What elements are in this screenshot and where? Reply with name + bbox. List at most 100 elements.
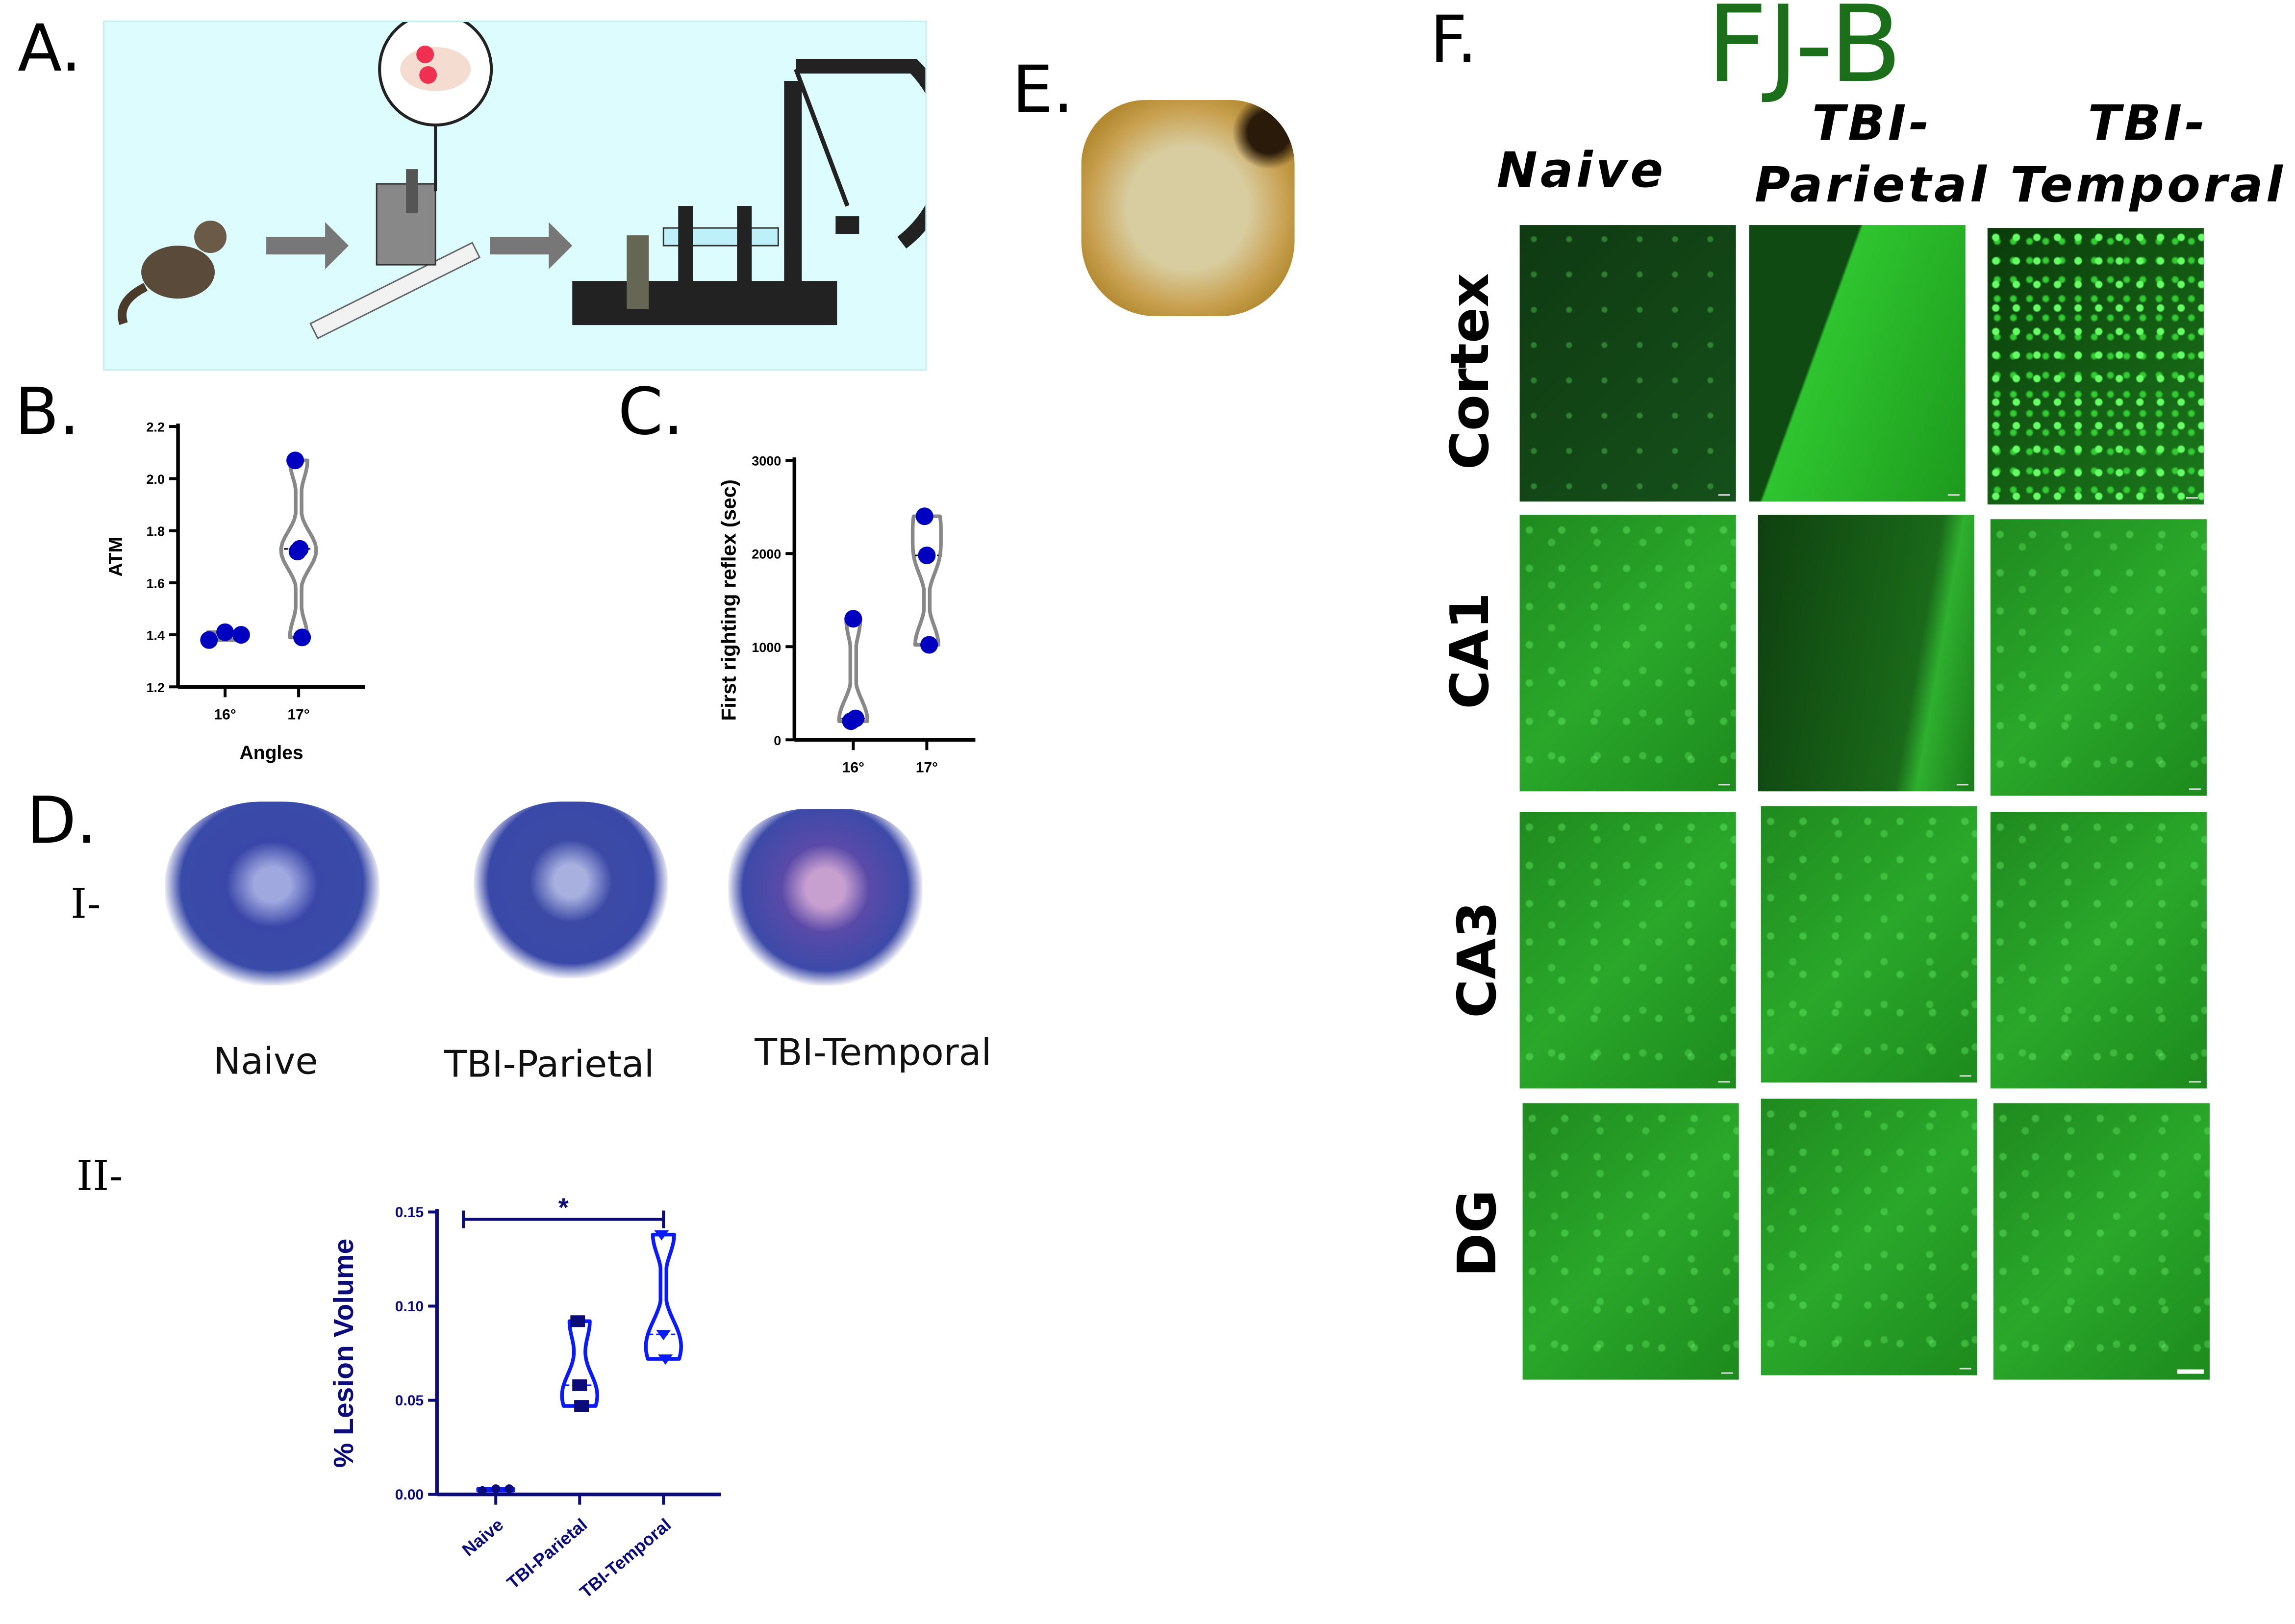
data-point: [574, 1400, 589, 1412]
micrograph-ca3-naive: [1519, 812, 1736, 1089]
data-point: [200, 631, 218, 649]
y-tick-label: 3000: [752, 454, 781, 469]
scale-bar: [1718, 1081, 1730, 1083]
y-tick-label: 1.8: [147, 524, 165, 539]
marmoset-icon: [118, 221, 227, 325]
y-axis-label: ATM: [105, 537, 126, 577]
column-header-naive: Naive: [1464, 140, 1699, 201]
subpanel-label-i: I-: [71, 879, 101, 928]
violin-16-: [837, 617, 869, 724]
y-tick-label: 0.00: [395, 1487, 424, 1503]
y-tick-label: 1.6: [147, 576, 165, 591]
panel-label-d: D.: [26, 784, 97, 859]
y-axis-label: % Lesion Volume: [328, 1239, 359, 1468]
data-point: [656, 1330, 671, 1341]
scale-bar: [1956, 784, 1968, 786]
atm-violin-chart: 1.2 1.4 1.6 1.8 2.0 2.2 16° 17° ATM Angles: [105, 420, 365, 763]
panel-label-c: C.: [618, 375, 684, 450]
x-tick-label: TBI-Temporal: [576, 1514, 675, 1602]
scale-bar: [2189, 788, 2201, 790]
data-point: [572, 1379, 587, 1391]
data-point: [658, 1354, 673, 1365]
column-header-line1: TBI-: [1812, 94, 1932, 152]
violin-tbi-parietal: [560, 1319, 599, 1408]
brain-slice-photo: [1081, 100, 1295, 317]
y-tick-label: 1000: [752, 640, 781, 655]
scale-bar: [1718, 494, 1730, 496]
data-point: [293, 628, 311, 647]
data-point: [915, 507, 933, 525]
x-tick-label: Naive: [458, 1514, 507, 1560]
micrograph-cortex-tbi-parietal: [1749, 225, 1966, 502]
y-tick-label: 1.2: [147, 680, 165, 695]
scale-bar: [1947, 494, 1960, 496]
micrograph-cortex-tbi-temporal: [1987, 228, 2204, 505]
scale-bar: [1959, 1075, 1971, 1077]
x-tick-label: TBI-Parietal: [503, 1514, 591, 1593]
panel-label-f: F.: [1430, 3, 1478, 78]
row-header-dg: DG: [1448, 1189, 1509, 1277]
brain-target-icon: [378, 12, 493, 127]
scale-bar: [2177, 1369, 2204, 1374]
micrograph-ca1-tbi-temporal: [1990, 519, 2207, 796]
significance-asterisk: *: [558, 1193, 569, 1222]
row-header-cortex: Cortex: [1441, 273, 1502, 470]
column-header-line2: Temporal: [2010, 156, 2286, 214]
data-point: [504, 1484, 514, 1494]
data-point: [844, 610, 862, 628]
righting-reflex-violin-chart: 0 1000 2000 3000 16° 17° First righting reflex…: [717, 454, 976, 775]
caption-tbi-parietal: TBI-Parietal: [444, 1043, 655, 1086]
y-tick-label: 0: [774, 733, 781, 748]
y-tick-label: 2.2: [147, 420, 165, 435]
arrow-icon: [490, 222, 573, 270]
caption-tbi-temporal: TBI-Temporal: [755, 1031, 992, 1074]
y-tick-label: 2.0: [147, 472, 165, 487]
y-axis-label: First righting reflex (sec): [717, 479, 740, 721]
panel-label-b: B.: [15, 375, 80, 450]
stereotaxic-frame-icon: [309, 169, 481, 340]
panel-label-a: A.: [18, 12, 81, 87]
fjb-title: FJ-B: [1706, 0, 1902, 106]
lesion-volume-violin-chart: 0.00 0.05 0.10 0.15 NaiveTBI-ParietalTBI-Tem…: [328, 1193, 721, 1602]
y-tick-label: 0.05: [395, 1393, 424, 1409]
scale-bar: [2186, 497, 2198, 499]
subpanel-label-ii: II-: [76, 1151, 123, 1200]
scale-bar: [1721, 1372, 1733, 1374]
brain-section-naive: [165, 801, 380, 986]
micrograph-ca1-naive: [1519, 515, 1736, 792]
y-tick-label: 0.10: [395, 1299, 424, 1315]
data-point: [491, 1484, 501, 1494]
violin-17-: [910, 514, 943, 647]
column-header-naive-text: Naive: [1496, 141, 1666, 199]
panel-a-illustration: [103, 12, 956, 371]
data-point: [570, 1315, 585, 1327]
fluid-percussion-device-icon: [572, 59, 956, 325]
brain-section-tbi-parietal: [474, 801, 668, 978]
micrograph-dg-tbi-temporal: [1993, 1103, 2210, 1380]
brain-section-tbi-temporal: [728, 809, 923, 986]
column-header-line2: Parietal: [1754, 156, 1990, 214]
micrograph-ca3-tbi-temporal: [1990, 812, 2207, 1089]
micrograph-ca3-tbi-parietal: [1761, 806, 1977, 1083]
column-header-line1: TBI-: [2088, 94, 2208, 152]
x-axis-label: Angles: [240, 742, 303, 763]
data-point: [918, 547, 936, 565]
x-tick-label: 16°: [214, 706, 236, 723]
data-point: [286, 451, 304, 470]
y-tick-label: 2000: [752, 547, 781, 562]
scale-bar: [1718, 784, 1730, 786]
y-tick-label: 1.4: [147, 628, 165, 643]
tbi-procedure-schematic: [118, 12, 956, 340]
scale-bar: [1959, 1368, 1971, 1370]
x-tick-label: 17°: [287, 706, 309, 723]
data-point: [847, 709, 865, 727]
x-tick-label: 16°: [842, 759, 864, 775]
row-header-ca3: CA3: [1448, 901, 1509, 1018]
caption-naive: Naive: [213, 1040, 318, 1083]
micrograph-cortex-naive: [1519, 225, 1736, 502]
column-header-tbi-temporal: TBI- Temporal: [2001, 93, 2295, 216]
arrow-icon: [266, 222, 349, 270]
column-header-tbi-parietal: TBI- Parietal: [1743, 93, 2001, 216]
data-point: [232, 626, 250, 644]
scale-bar: [2189, 1081, 2201, 1083]
